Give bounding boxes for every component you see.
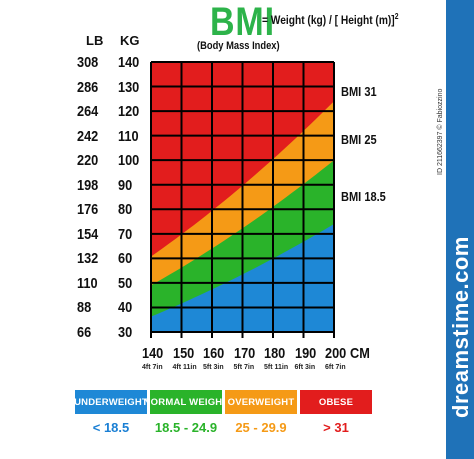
cm-unit-label: CM <box>350 345 370 362</box>
cm-tick-label: 150 <box>172 345 194 362</box>
kg-tick-label: 30 <box>118 324 133 341</box>
legend-box-normal-weight: NORMAL WEIGHT <box>144 390 228 414</box>
lb-tick-label: 242 <box>77 127 99 145</box>
bmi-31-label: BMI 31 <box>341 84 377 99</box>
legend-box-overweight: OVERWEIGHT <box>225 390 297 414</box>
lb-tick-label: 264 <box>77 103 99 121</box>
lb-tick-label: 132 <box>77 250 99 268</box>
lb-tick-label: 176 <box>77 201 99 219</box>
bmi-formula: = Weight (kg) / [ Height (m)]2 <box>262 12 398 27</box>
lb-tick-label: 66 <box>77 324 92 341</box>
bmi-25-label: BMI 25 <box>341 132 377 147</box>
lb-tick-label: 110 <box>77 274 98 292</box>
image-id-watermark: ID 211662397 © Fabiozzino <box>437 88 444 175</box>
kg-tick-label: 60 <box>118 250 133 268</box>
cm-tick-label: 180 <box>264 345 286 362</box>
legend-range-normal-weight: 18.5 - 24.9 <box>154 420 218 435</box>
kg-axis-header: KG <box>120 33 140 48</box>
lb-tick-label: 198 <box>77 176 99 194</box>
lb-axis-header: LB <box>86 33 104 48</box>
cm-tick-label: 170 <box>233 345 255 362</box>
legend-range-underweight: < 18.5 <box>92 420 130 435</box>
ft-tick-label: 4ft 7in <box>142 364 163 371</box>
ft-tick-label: 4ft 11in <box>172 364 197 371</box>
kg-tick-label: 130 <box>118 78 140 96</box>
ft-tick-label: 6ft 3in <box>294 364 316 371</box>
ft-tick-label: 5ft 7in <box>233 364 255 371</box>
kg-tick-label: 70 <box>118 225 133 243</box>
cm-tick-label: 200 <box>325 345 347 362</box>
kg-tick-label: 50 <box>118 274 133 292</box>
chart-title: BMI <box>210 0 275 44</box>
kg-tick-label: 140 <box>118 54 140 71</box>
cm-tick-label: 140 <box>142 345 164 362</box>
ft-tick-label: 5ft 3in <box>203 364 224 371</box>
kg-tick-label: 90 <box>118 176 133 194</box>
chart-subtitle: (Body Mass Index) <box>197 40 280 52</box>
brand-side-bar: dreamstime.com <box>446 0 474 459</box>
cm-tick-label: 190 <box>294 345 316 362</box>
kg-tick-label: 110 <box>118 127 139 145</box>
lb-tick-label: 154 <box>77 225 99 243</box>
kg-tick-label: 80 <box>118 201 133 219</box>
bmi-18-5-label: BMI 18.5 <box>341 189 386 204</box>
brand-watermark: dreamstime.com <box>448 236 473 418</box>
legend-range-overweight: 25 - 29.9 <box>235 420 287 435</box>
kg-tick-label: 100 <box>118 152 140 170</box>
lb-tick-label: 308 <box>77 54 99 71</box>
cm-tick-label: 160 <box>203 345 225 362</box>
formula-exponent: 2 <box>394 12 399 21</box>
lb-tick-label: 88 <box>77 299 92 317</box>
lb-tick-label: 286 <box>77 78 99 96</box>
legend-box-obese: OBESE <box>300 390 372 414</box>
formula-text: = Weight (kg) / [ Height (m)] <box>262 13 395 27</box>
legend-box-underweight: UNDERWEIGHT <box>74 390 148 414</box>
legend-range-obese: > 31 <box>323 420 349 435</box>
kg-tick-label: 40 <box>118 299 133 317</box>
ft-tick-label: 6ft 7in <box>325 364 346 371</box>
ft-tick-label: 5ft 11in <box>264 364 289 371</box>
kg-tick-label: 120 <box>118 103 140 121</box>
lb-tick-label: 220 <box>77 152 99 170</box>
